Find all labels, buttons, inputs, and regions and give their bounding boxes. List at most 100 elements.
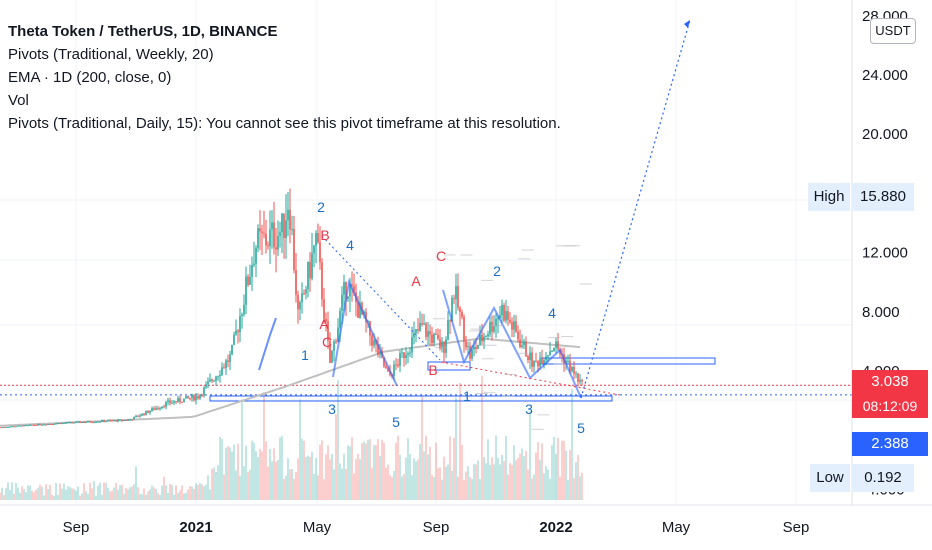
volume-bar — [389, 475, 391, 500]
volume-bar — [91, 488, 93, 500]
candle-body — [451, 298, 453, 322]
volume-bar — [115, 483, 117, 500]
volume-bar — [223, 474, 225, 500]
volume-bar — [273, 448, 275, 500]
volume-bar — [353, 473, 355, 500]
candle-body — [339, 310, 341, 328]
candle-body — [211, 379, 213, 381]
wave-label: 3 — [525, 401, 533, 417]
volume-bar — [253, 442, 255, 500]
candle-body — [0, 427, 1, 429]
volume-bar — [331, 454, 333, 500]
candle-body — [163, 406, 165, 408]
candle-body — [287, 209, 289, 221]
volume-bar — [571, 389, 573, 500]
wave-label: 5 — [577, 420, 585, 436]
volume-bar — [247, 471, 249, 500]
volume-bar — [439, 467, 441, 500]
candle-body — [233, 334, 235, 345]
volume-bar — [395, 442, 397, 500]
volume-bar — [537, 442, 539, 500]
volume-bar — [321, 440, 323, 500]
candle-body — [13, 426, 15, 428]
volume-bar — [249, 469, 251, 500]
volume-bar — [231, 451, 233, 500]
candle-body — [393, 364, 395, 377]
volume-bar — [485, 463, 487, 500]
candle-body — [255, 247, 257, 264]
volume-bar — [375, 445, 377, 500]
candle-body — [499, 315, 501, 318]
candle-body — [3, 427, 5, 429]
volume-bar — [235, 470, 237, 500]
volume-bar — [453, 437, 455, 500]
candle-body — [121, 419, 123, 421]
volume-bar — [287, 458, 289, 500]
candle-body — [223, 367, 225, 369]
candle-body — [467, 346, 469, 348]
legend-vol[interactable]: Vol — [8, 92, 29, 109]
wave-label: 4 — [346, 237, 354, 253]
candle-body — [371, 335, 373, 346]
volume-bar — [551, 445, 553, 500]
candle-body — [433, 333, 435, 344]
currency-button[interactable]: USDT — [870, 18, 916, 44]
candle-body — [427, 331, 429, 337]
volume-bar — [213, 467, 215, 500]
candle-body — [181, 401, 183, 403]
volume-bar — [383, 442, 385, 500]
candle-body — [289, 209, 291, 230]
candle-body — [497, 317, 499, 319]
candle-body — [395, 364, 397, 366]
volume-bar — [79, 495, 81, 500]
candle-body — [111, 420, 113, 422]
volume-bar — [135, 466, 137, 500]
low-label: Low — [810, 464, 850, 492]
candle-body — [557, 341, 559, 350]
candle-body — [5, 427, 7, 429]
candle-body — [27, 425, 29, 427]
candle-body — [523, 341, 525, 346]
volume-bar — [15, 483, 17, 500]
volume-bar — [409, 454, 411, 500]
volume-bar — [59, 483, 61, 500]
volume-bar — [139, 493, 141, 500]
volume-bar — [113, 487, 115, 500]
volume-bar — [151, 485, 153, 500]
volume-bar — [423, 451, 425, 500]
volume-bar — [119, 485, 121, 500]
candle-body — [447, 320, 449, 340]
candle-body — [341, 294, 343, 311]
candle-body — [155, 408, 157, 410]
horizontal-lines — [0, 357, 852, 402]
candle-body — [47, 423, 49, 425]
legend-ema[interactable]: EMA · 1D (200, close, 0) — [8, 69, 172, 86]
candle-body — [51, 424, 53, 426]
candle-body — [53, 424, 55, 426]
volume-bar — [345, 468, 347, 500]
candle-body — [81, 421, 83, 423]
volume-bar — [227, 446, 229, 500]
volume-bar — [339, 463, 341, 500]
volume-bar — [13, 493, 15, 500]
candle-body — [11, 426, 13, 428]
volume-bar — [519, 453, 521, 500]
candle-body — [481, 334, 483, 342]
candle-body — [151, 408, 153, 411]
candle-body — [543, 360, 545, 364]
volume-bar — [291, 468, 293, 500]
volume-bar — [427, 454, 429, 500]
legend-pivots-weekly[interactable]: Pivots (Traditional, Weekly, 20) — [8, 46, 214, 63]
volume-bar — [467, 466, 469, 500]
volume-bar — [21, 486, 23, 500]
symbol-title[interactable]: Theta Token / TetherUS, 1D, BINANCE — [8, 23, 278, 40]
volume-bar — [305, 456, 307, 500]
volume-bar — [473, 463, 475, 500]
candle-body — [465, 341, 467, 348]
candle-body — [185, 395, 187, 399]
candle-body — [457, 286, 459, 308]
legend-pivots-daily[interactable]: Pivots (Traditional, Daily, 15): You can… — [8, 115, 561, 132]
candle-body — [567, 360, 569, 362]
volume-bar — [495, 435, 497, 500]
